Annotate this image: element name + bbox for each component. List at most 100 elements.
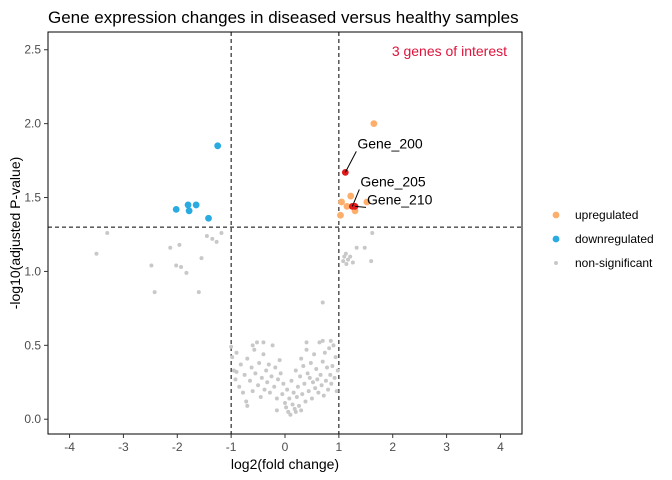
non-significant-point — [305, 371, 310, 376]
non-significant-point — [174, 263, 179, 268]
upregulated-point — [337, 211, 344, 219]
non-significant-point — [274, 408, 279, 413]
upregulated-point — [370, 120, 378, 128]
non-significant-point — [277, 358, 282, 363]
x-tick-label: -1 — [226, 440, 237, 454]
non-significant-point — [348, 254, 353, 259]
non-significant-point — [297, 403, 302, 408]
y-tick-label: 1.0 — [24, 264, 41, 278]
non-significant-point — [369, 259, 374, 264]
non-significant-point — [254, 340, 259, 345]
non-significant-point — [210, 236, 215, 241]
non-significant-point — [346, 257, 351, 262]
gene-label: Gene_210 — [367, 191, 433, 207]
non-significant-point — [252, 347, 257, 352]
non-significant-point — [264, 368, 269, 373]
upregulated-point — [338, 198, 345, 206]
gene-labels: Gene_200 Gene_205 Gene_210 — [344, 135, 433, 208]
non-significant-point — [331, 343, 336, 348]
non-significant-point — [262, 387, 267, 392]
non-significant-point — [323, 378, 328, 383]
non-significant-point — [196, 290, 201, 295]
non-significant-point — [322, 350, 327, 355]
non-significant-point — [302, 381, 307, 386]
plot-panel-border — [47, 31, 523, 435]
non-significant-point — [256, 383, 261, 388]
non-significant-point — [293, 368, 298, 373]
non-significant-point — [244, 399, 249, 404]
x-tick-label: -4 — [64, 440, 75, 454]
non-significant-point — [307, 375, 312, 380]
y-axis-title: -log10(adjusted P-value) — [7, 157, 23, 310]
x-tick-label: 3 — [443, 440, 450, 454]
non-significant-point — [306, 389, 311, 394]
x-tick-label: -3 — [118, 440, 129, 454]
x-axis-title: log2(fold change) — [231, 456, 339, 472]
non-significant-point — [308, 361, 313, 366]
non-significant-point — [270, 343, 275, 348]
y-tick-label: 0.0 — [24, 412, 41, 426]
non-significant-point — [309, 396, 314, 401]
non-significant-point — [219, 231, 224, 235]
non-significant-point — [326, 387, 331, 392]
non-significant-point — [238, 362, 243, 367]
non-significant-point — [334, 389, 339, 394]
non-significant-point — [289, 378, 294, 383]
non-significant-point — [245, 356, 250, 361]
non-significant-point — [287, 396, 292, 401]
non-significant-point — [295, 384, 300, 389]
non-significant-point — [299, 356, 304, 361]
non-significant-point — [253, 371, 258, 376]
non-significant-point — [234, 369, 239, 374]
non-significant-point — [329, 381, 334, 386]
non-significant-point — [299, 408, 304, 413]
non-significant-point — [258, 395, 263, 400]
non-significant-point — [311, 380, 316, 385]
gene-label-leader — [344, 151, 357, 173]
non-significant-point — [350, 260, 355, 265]
non-significant-point — [293, 409, 298, 414]
non-significant-point — [328, 372, 333, 377]
non-significant-point — [267, 390, 272, 395]
non-significant-point — [316, 390, 321, 395]
non-significant-point — [284, 405, 289, 410]
downregulated-point — [185, 207, 193, 215]
non-significant-point — [332, 375, 337, 380]
non-significant-point — [275, 377, 280, 382]
legend: upregulated downregulated non-significant — [552, 208, 654, 270]
non-significant-point — [259, 375, 264, 380]
non-significant-point — [152, 290, 157, 295]
non-significant-point — [301, 364, 306, 369]
gene-label: Gene_200 — [357, 135, 423, 151]
upregulated-point — [347, 192, 355, 200]
non-significant-point — [283, 400, 287, 405]
non-significant-point — [184, 270, 189, 275]
non-significant-point — [229, 344, 234, 349]
downregulated-point — [205, 214, 212, 222]
non-significant-point — [237, 384, 242, 389]
y-tick-label: 2.5 — [24, 43, 41, 57]
x-tick-label: 2 — [389, 440, 396, 454]
non-significant-point — [290, 402, 295, 407]
non-significant-point — [317, 340, 322, 345]
non-significant-point — [281, 381, 286, 386]
non-significant-point — [214, 239, 219, 244]
non-significant-point — [286, 409, 291, 414]
non-significant-point — [280, 392, 285, 397]
non-significant-point — [318, 372, 323, 377]
non-significant-point — [333, 355, 338, 360]
non-significant-point — [94, 251, 99, 256]
non-significant-point — [370, 231, 375, 235]
non-significant-point — [230, 355, 235, 360]
non-significant-point — [105, 231, 110, 235]
x-tick-label: 1 — [336, 440, 343, 454]
non-significant-point — [288, 412, 293, 417]
non-significant-point — [335, 368, 340, 373]
non-significant-point — [312, 352, 317, 357]
legend-label-upregulated: upregulated — [575, 208, 638, 222]
non-significant-point — [320, 338, 325, 343]
non-significant-point — [362, 245, 367, 250]
non-significant-point — [285, 387, 290, 392]
chart-title: Gene expression changes in diseased vers… — [48, 8, 519, 27]
